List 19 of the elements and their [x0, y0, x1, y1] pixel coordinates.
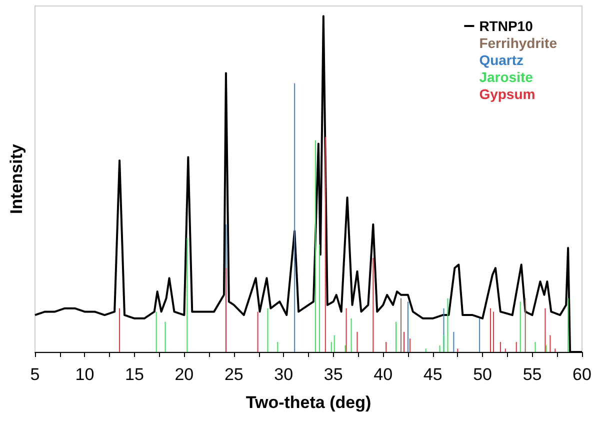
- x-tick-label: 25: [224, 365, 244, 384]
- x-tick-label: 55: [522, 365, 542, 384]
- text: Ferrihydrite: [479, 35, 558, 51]
- x-tick-label: 35: [324, 365, 343, 384]
- text: Gypsum: [479, 86, 536, 102]
- x-tick-label: 30: [274, 365, 294, 384]
- x-tick-label: 10: [75, 365, 94, 384]
- x-tick-label: 60: [572, 365, 592, 384]
- legend-label: RTNP10: [479, 18, 534, 34]
- x-tick-label: 40: [374, 365, 393, 384]
- x-tick-label: 45: [423, 365, 442, 384]
- x-tick-label: 5: [30, 365, 40, 384]
- x-axis-title: Two-theta (deg): [246, 393, 372, 412]
- y-axis-title: Intensity: [7, 144, 26, 214]
- x-tick-label: 15: [124, 365, 144, 384]
- text: Quartz: [479, 52, 524, 68]
- x-tick-label: 50: [473, 365, 492, 384]
- text: Jarosite: [479, 69, 534, 85]
- x-tick-label: 20: [174, 365, 194, 384]
